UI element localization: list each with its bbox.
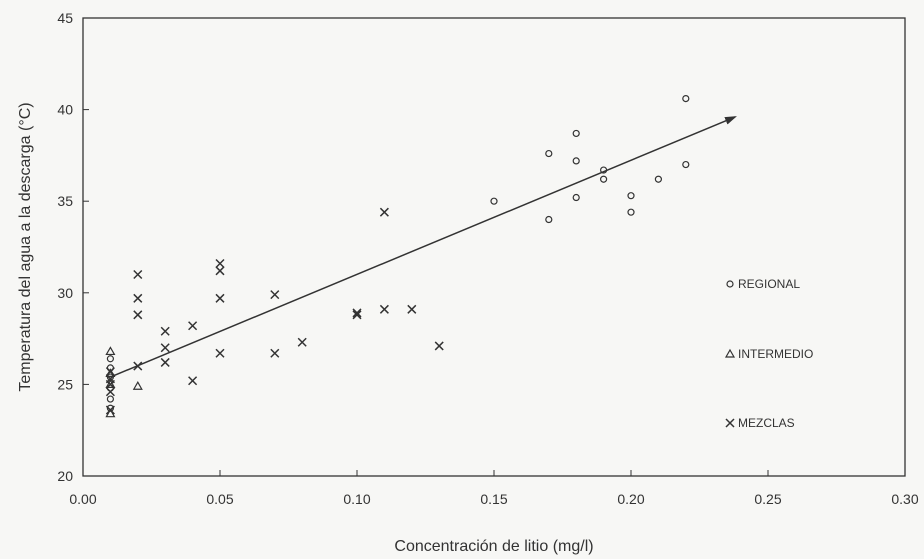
regional-point — [627, 208, 635, 216]
mezclas-point — [270, 348, 280, 358]
mezclas-point — [160, 326, 170, 336]
legend: REGIONAL INTERMEDIO MEZCLAS — [724, 277, 813, 430]
regional-point — [106, 395, 115, 403]
y-tick-label: 35 — [57, 193, 73, 209]
legend-marker-regional — [726, 280, 734, 288]
x-tick-label: 0.30 — [891, 491, 918, 507]
axis-ticks — [82, 17, 906, 477]
legend-marker-mezclas — [725, 418, 735, 428]
mezclas-point — [215, 266, 225, 276]
mezclas-point — [105, 379, 115, 389]
y-tick-label: 20 — [57, 468, 73, 484]
regional-point — [490, 197, 498, 205]
mezclas-point — [133, 361, 143, 371]
mezclas-point — [379, 304, 389, 314]
mezclas-point — [297, 337, 307, 347]
mezclas-point — [215, 293, 225, 303]
tick-labels: 0.00 0.05 0.10 0.15 0.20 0.25 0.30 20 25 30 35 40 45 — [57, 10, 918, 507]
y-tick-label: 25 — [57, 376, 73, 392]
regional-point — [627, 192, 635, 200]
regional-point — [572, 193, 580, 202]
mezclas-point — [105, 405, 115, 415]
x-tick-label: 0.05 — [206, 491, 233, 507]
regional-point — [572, 157, 580, 165]
x-tick-label: 0.15 — [480, 491, 507, 507]
trend-arrow — [110, 116, 737, 378]
mezclas-point — [188, 376, 198, 386]
mezclas-point — [352, 308, 362, 318]
data-points — [105, 95, 690, 418]
mezclas-point — [133, 293, 143, 303]
mezclas-point — [270, 290, 280, 300]
x-tick-label: 0.25 — [754, 491, 781, 507]
mezclas-point — [215, 258, 225, 269]
y-tick-label: 45 — [57, 10, 73, 26]
mezclas-point — [160, 357, 170, 367]
y-tick-label: 30 — [57, 285, 73, 301]
mezclas-point — [105, 387, 115, 397]
y-tick-label: 40 — [57, 102, 73, 118]
intermedio-point — [105, 379, 116, 388]
intermedio-point — [105, 346, 116, 356]
mezclas-point — [407, 304, 417, 314]
regional-point — [545, 215, 553, 224]
x-tick-label: 0.00 — [69, 491, 96, 507]
legend-label-mezclas: MEZCLAS — [738, 416, 795, 430]
legend-label-regional: REGIONAL — [738, 277, 800, 291]
regional-point — [106, 404, 115, 412]
mezclas-point — [434, 341, 444, 351]
y-axis-title: Temperatura del agua a la descarga (°C) — [17, 102, 34, 391]
intermedio-point — [132, 381, 143, 390]
mezclas-point — [133, 310, 143, 320]
regional-point — [682, 95, 690, 103]
legend-label-intermedio: INTERMEDIO — [738, 347, 813, 361]
x-tick-label: 0.20 — [617, 491, 644, 507]
regional-point — [654, 175, 663, 183]
legend-marker-intermedio — [724, 348, 736, 358]
regional-point — [106, 355, 115, 363]
regional-point — [599, 175, 608, 183]
mezclas-point — [379, 207, 389, 217]
mezclas-point — [188, 321, 198, 331]
mezclas-point — [352, 310, 362, 320]
mezclas-point — [215, 348, 225, 358]
mezclas-point — [133, 269, 143, 280]
plot-frame — [82, 17, 906, 477]
regional-point — [599, 166, 608, 174]
mezclas-point — [105, 367, 115, 377]
regional-point — [572, 129, 580, 138]
x-axis-title: Concentración de litio (mg/l) — [394, 538, 593, 555]
mezclas-point — [160, 343, 170, 353]
x-tick-label: 0.10 — [343, 491, 370, 507]
regional-point — [545, 149, 553, 158]
regional-point — [682, 160, 690, 169]
intermedio-point — [105, 408, 116, 418]
